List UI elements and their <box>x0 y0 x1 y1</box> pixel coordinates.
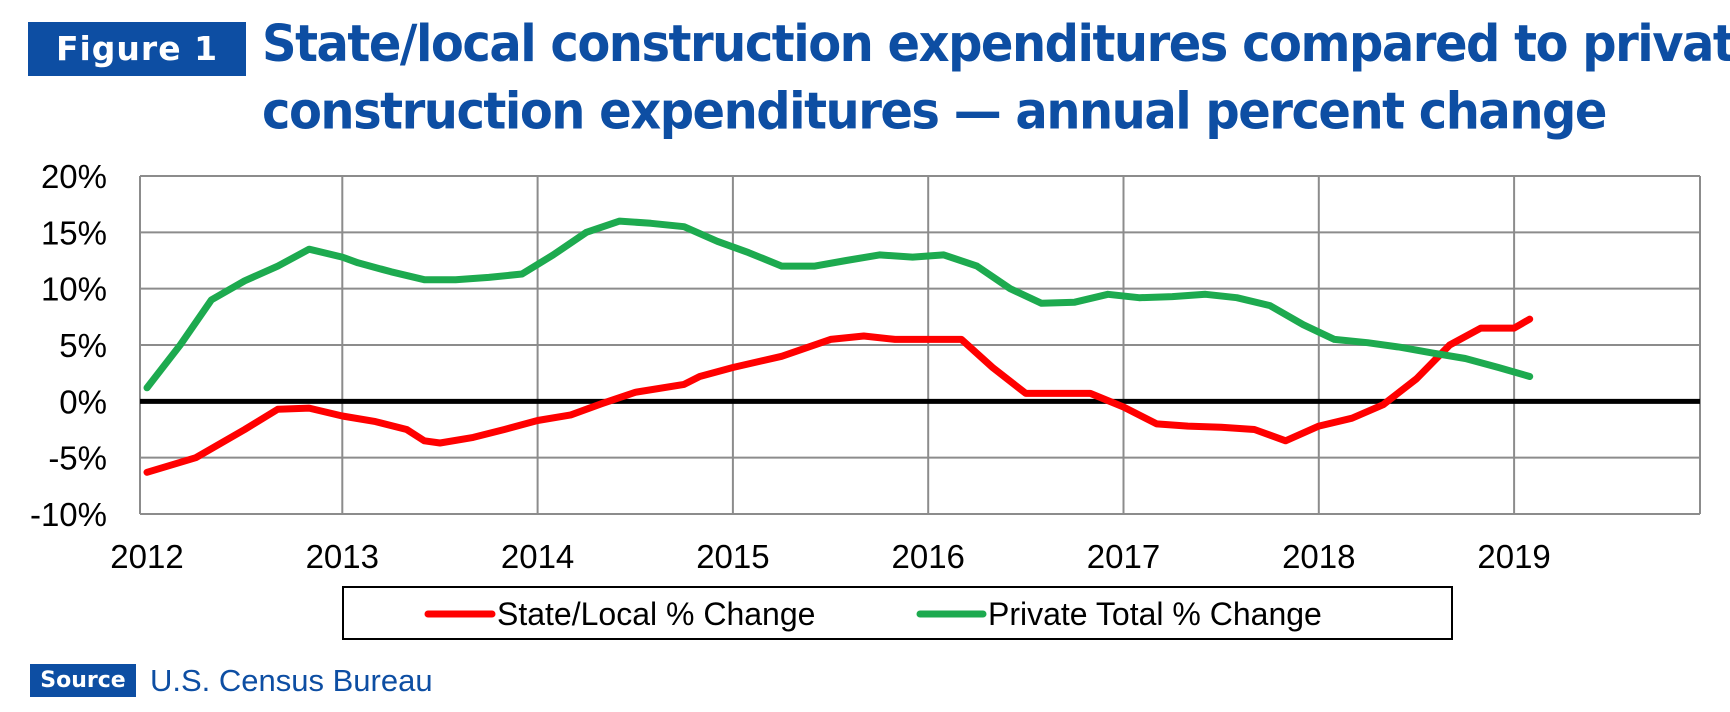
chart-title-line-2: construction expenditures — annual perce… <box>262 82 1607 142</box>
chart-title: State/local construction expenditures co… <box>262 10 1730 146</box>
y-tick-label: 20% <box>41 158 107 195</box>
x-tick-label: 2015 <box>696 538 769 575</box>
legend-label: State/Local % Change <box>497 596 815 632</box>
y-tick-label: 10% <box>41 271 107 308</box>
y-tick-label: -10% <box>30 496 107 533</box>
legend-box <box>342 586 1453 640</box>
source-badge: Source <box>30 664 136 697</box>
y-tick-label: 15% <box>41 214 107 251</box>
chart-series-lines <box>140 217 1700 476</box>
series-line-private-total <box>143 217 1534 392</box>
source-text: U.S. Census Bureau <box>150 663 433 698</box>
x-tick-label: 2019 <box>1477 538 1550 575</box>
series-line-state-local <box>143 315 1534 476</box>
chart-legend: State/Local % Change Private Total % Chan… <box>342 586 1453 640</box>
x-tick-label: 2013 <box>306 538 379 575</box>
y-tick-label: 0% <box>59 383 107 420</box>
x-tick-label: 2018 <box>1282 538 1355 575</box>
figure-badge: Figure 1 <box>28 22 246 76</box>
legend-label: Private Total % Change <box>988 596 1322 632</box>
x-tick-label: 2012 <box>110 538 183 575</box>
chart-title-line-1: State/local construction expenditures co… <box>262 14 1730 74</box>
x-tick-label: 2016 <box>891 538 964 575</box>
y-axis-tick-labels: 20% 15% 10% 5% 0% -5% -10% <box>30 158 107 533</box>
chart-gridlines <box>139 175 1701 515</box>
x-axis-tick-labels: 2012 2013 2014 2015 2016 2017 2018 2019 <box>110 538 1551 575</box>
x-tick-label: 2017 <box>1087 538 1160 575</box>
x-tick-label: 2014 <box>501 538 574 575</box>
y-tick-label: 5% <box>59 327 107 364</box>
y-tick-label: -5% <box>48 440 107 477</box>
